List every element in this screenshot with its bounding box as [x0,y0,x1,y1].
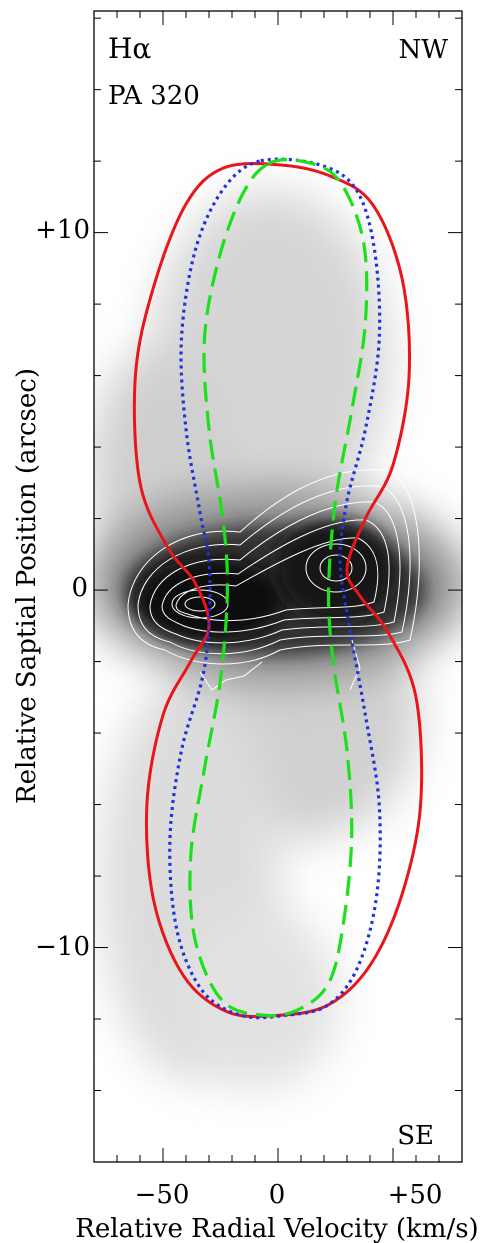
y-tick-label: −10 [35,932,90,962]
x-tick-label: +50 [388,1180,443,1210]
model-curve-solid [132,162,424,1019]
x-axis-label: Relative Radial Velocity (km/s) [75,1214,478,1243]
y-tick-labels: +10 0 −10 [35,215,90,962]
nw-direction-label: NW [399,35,449,65]
axis-ticks [94,11,462,1162]
y-axis-label: Relative Saptial Position (arcsec) [12,368,42,804]
position-angle-label: PA 320 [108,81,200,111]
model-curves [132,157,424,1020]
pv-greyscale-image [94,11,462,1162]
se-direction-label: SE [397,1121,434,1151]
x-tick-label: −50 [135,1180,190,1210]
x-tick-labels: −50 0 +50 [135,1180,443,1210]
y-tick-label: +10 [35,215,90,245]
intensity-contours [127,469,420,691]
y-tick-label: 0 [71,573,88,603]
x-tick-label: 0 [269,1180,286,1210]
line-label: Hα [108,32,151,65]
model-curve-dashed [188,158,369,1018]
model-curve-dotted [168,157,382,1020]
